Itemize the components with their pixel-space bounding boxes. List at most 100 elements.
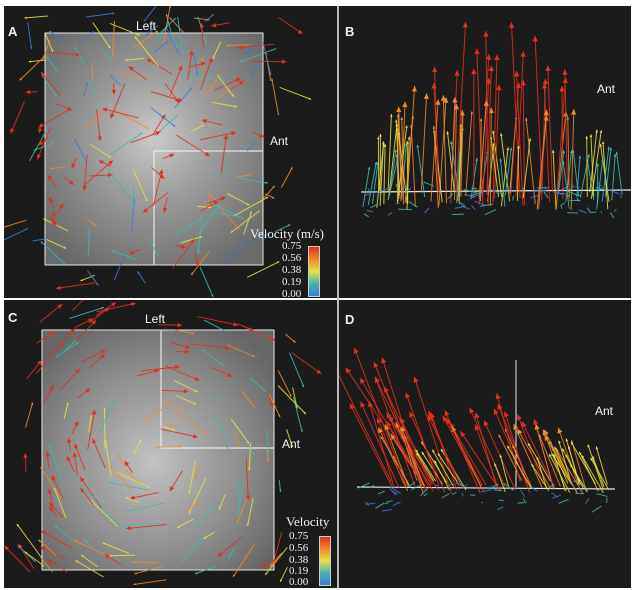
velocity-vector	[377, 490, 385, 495]
velocity-arrowhead	[297, 29, 303, 34]
velocity-arrowhead	[91, 409, 97, 415]
velocity-arrowhead	[218, 507, 221, 510]
panel-a-vectors	[4, 6, 312, 298]
velocity-vector	[133, 579, 167, 585]
velocity-vector	[536, 109, 548, 210]
velocity-vector	[349, 403, 393, 487]
velocity-arrowhead	[615, 151, 619, 155]
velocity-arrowhead	[435, 99, 441, 105]
velocity-arrowhead	[469, 407, 475, 414]
panel-a-label-ant: Ant	[270, 134, 289, 148]
velocity-arrowhead	[428, 410, 434, 417]
velocity-vector	[566, 194, 571, 197]
velocity-vector	[87, 226, 90, 256]
velocity-arrowhead	[40, 530, 46, 535]
velocity-vector	[530, 194, 540, 199]
velocity-arrowhead	[237, 175, 240, 178]
velocity-vector	[56, 282, 96, 289]
velocity-arrowhead	[107, 172, 113, 178]
velocity-vector	[389, 486, 401, 494]
velocity-vector	[484, 209, 497, 215]
velocity-vector	[442, 95, 447, 204]
velocity-vector	[107, 168, 132, 201]
velocity-arrowhead	[349, 403, 355, 410]
velocity-arrowhead	[247, 148, 250, 151]
velocity-vector	[194, 502, 219, 528]
velocity-vector	[279, 86, 312, 100]
velocity-arrowhead	[517, 428, 523, 435]
velocity-arrowhead	[72, 452, 77, 458]
velocity-arrowhead	[169, 17, 172, 20]
velocity-arrowhead	[446, 131, 449, 135]
velocity-vector	[581, 455, 604, 493]
velocity-vector	[569, 464, 588, 492]
velocity-arrowhead	[104, 554, 110, 559]
velocity-arrowhead	[4, 545, 9, 551]
velocity-vector	[198, 203, 221, 234]
velocity-arrowhead	[271, 78, 274, 81]
velocity-vector	[590, 457, 610, 491]
velocity-arrowhead	[219, 398, 223, 401]
velocity-vector	[616, 151, 623, 195]
velocity-vector	[132, 168, 148, 202]
panel-divider	[337, 6, 339, 588]
velocity-arrowhead	[507, 445, 510, 449]
velocity-vector	[32, 237, 48, 242]
velocity-arrowhead	[562, 69, 568, 75]
panel-d-vector-field	[339, 347, 616, 513]
velocity-vector	[33, 142, 54, 151]
velocity-arrowhead	[238, 445, 241, 448]
velocity-arrowhead	[613, 154, 617, 157]
velocity-arrowhead	[78, 485, 81, 488]
velocity-vector	[214, 77, 241, 91]
velocity-arrowhead	[499, 158, 502, 162]
velocity-arrowhead	[178, 65, 183, 71]
velocity-vector	[455, 21, 467, 193]
velocity-vector	[268, 393, 281, 418]
velocity-arrowhead	[578, 155, 582, 159]
velocity-vector	[230, 210, 260, 233]
velocity-vector	[245, 458, 249, 501]
velocity-vector	[456, 152, 461, 204]
velocity-arrowhead	[411, 86, 417, 92]
velocity-vector	[474, 200, 486, 206]
velocity-vector	[420, 488, 428, 497]
panel-c-tick: 0.00	[289, 576, 309, 588]
velocity-vector	[42, 75, 58, 97]
velocity-arrowhead	[185, 344, 191, 349]
velocity-arrowhead	[185, 510, 188, 513]
velocity-vector	[401, 117, 405, 205]
velocity-vector	[564, 69, 569, 196]
velocity-arrowhead	[183, 389, 189, 394]
velocity-arrowhead	[74, 421, 79, 427]
velocity-vector	[289, 352, 305, 388]
velocity-arrowhead	[609, 147, 613, 151]
velocity-arrowhead	[37, 154, 42, 160]
velocity-arrowhead	[570, 464, 573, 468]
velocity-arrowhead	[531, 464, 534, 467]
velocity-vector	[386, 500, 393, 503]
velocity-vector	[180, 236, 203, 244]
panel-a-inset-frame	[153, 150, 263, 265]
velocity-vector	[555, 448, 584, 494]
velocity-arrowhead	[267, 459, 270, 462]
velocity-arrowhead	[137, 271, 140, 274]
velocity-arrowhead	[179, 445, 182, 448]
velocity-arrowhead	[47, 559, 53, 564]
velocity-arrowhead	[145, 198, 148, 202]
velocity-vector	[48, 443, 63, 480]
velocity-vector	[199, 266, 214, 298]
velocity-arrowhead	[63, 246, 67, 249]
velocity-vector	[516, 145, 520, 201]
velocity-arrowhead	[246, 441, 250, 444]
velocity-vector	[576, 155, 581, 198]
velocity-vector	[194, 465, 200, 480]
velocity-arrowhead	[390, 434, 396, 440]
velocity-vector	[113, 253, 126, 281]
panel-d-label-ant: Ant	[595, 404, 614, 418]
velocity-vector	[176, 518, 194, 529]
velocity-arrowhead	[516, 414, 522, 421]
velocity-arrowhead	[192, 332, 195, 335]
velocity-arrowhead	[211, 294, 214, 297]
velocity-arrowhead	[263, 389, 266, 392]
